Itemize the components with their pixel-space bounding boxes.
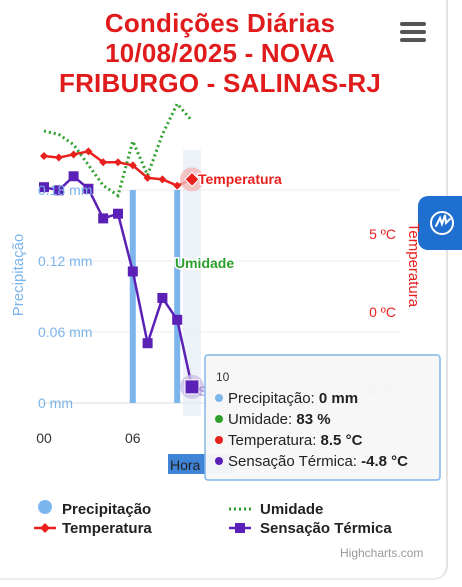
tooltip-series-dot [215, 394, 223, 402]
chart-title: Condições Diárias 10/08/2025 - NOVA FRIB… [0, 8, 440, 98]
temperature-point [184, 171, 200, 188]
legend-feels-like-label: Sensação Térmica [260, 520, 392, 537]
title-line-2: 10/08/2025 - NOVA [105, 38, 335, 68]
x-tick-label: 00 [36, 430, 52, 446]
chart-card: Condições Diárias 10/08/2025 - NOVA FRIB… [0, 0, 448, 580]
feels-like-line [43, 174, 194, 388]
hamburger-menu-icon[interactable] [400, 22, 426, 42]
feels-like-point [83, 183, 94, 194]
temperature-point [173, 181, 182, 190]
temperature-line [43, 149, 193, 187]
title-line-3: FRIBURGO - SALINAS-RJ [59, 68, 381, 98]
temperature-tick-label: 5 ºC [369, 226, 396, 242]
sign-language-glyph [430, 211, 454, 235]
legend-temperature-label: Temperatura [62, 520, 152, 537]
temperature-axis-title: Temperatura [405, 223, 422, 308]
hover-plot-band [183, 150, 201, 416]
precipitation-tick-label: 0.12 mm [38, 253, 92, 269]
tooltip-box [204, 354, 441, 481]
tooltip-series-dot [215, 415, 223, 423]
tooltip-row: Precipitação: 0 mm [228, 390, 358, 407]
legend-feels-like-marker [235, 523, 245, 533]
feels-like-point [172, 314, 183, 325]
feels-like-point [184, 379, 200, 395]
precipitation-tick-label: 0.06 mm [38, 324, 92, 340]
precipitation-axis-title: Precipitação [10, 234, 27, 317]
tooltip-header: 10 [216, 370, 230, 384]
feels-like-point [157, 292, 168, 303]
legend-precipitation-marker [38, 500, 52, 514]
temperature-point [40, 152, 48, 160]
x-axis-title: Hora [170, 457, 201, 473]
temperature-point [99, 158, 108, 167]
temperature-point [84, 147, 93, 156]
precipitation-bar [129, 190, 136, 403]
temperature-point [114, 158, 122, 167]
feels-like-point [68, 171, 79, 182]
feels-like-point [113, 208, 123, 219]
title-line-1: Condições Diárias [104, 8, 336, 38]
humidity-series-label: Umidade [175, 255, 234, 271]
temperature-point [69, 150, 78, 159]
humidity-line [43, 101, 194, 199]
sign-language-icon[interactable] [418, 196, 462, 250]
feels-like-point [98, 213, 109, 224]
feels-like-point [53, 185, 64, 196]
tooltip-row: Temperatura: 8.5 °C [228, 432, 363, 449]
temperature-series-label: Temperatura [198, 171, 282, 187]
tooltip-row: Sensação Térmica: -4.8 °C [228, 453, 408, 470]
tooltip-series-dot [215, 457, 223, 465]
feels-like-point [127, 266, 138, 277]
temperature-point [158, 175, 167, 184]
tooltip-row: Umidade: 83 % [228, 411, 331, 428]
temperature-point [143, 173, 152, 182]
temperature-tick-label: 0 ºC [369, 304, 396, 320]
precipitation-bar [174, 190, 181, 403]
temperature-point [128, 161, 137, 170]
legend-temperature-marker [40, 523, 50, 533]
legend-humidity-label: Umidade [260, 501, 323, 518]
x-tick-label: 06 [125, 430, 141, 446]
precipitation-tick-label: 0.18 mm [38, 182, 92, 198]
highcharts-credits[interactable]: Highcharts.com [340, 546, 424, 560]
precipitation-tick-label: 0 mm [38, 395, 73, 411]
temperature-point [54, 153, 63, 162]
feels-like-point [142, 338, 153, 349]
tooltip-series-dot [215, 436, 223, 444]
legend-precipitation-label: Precipitação [62, 501, 151, 518]
feels-like-point [39, 182, 49, 193]
